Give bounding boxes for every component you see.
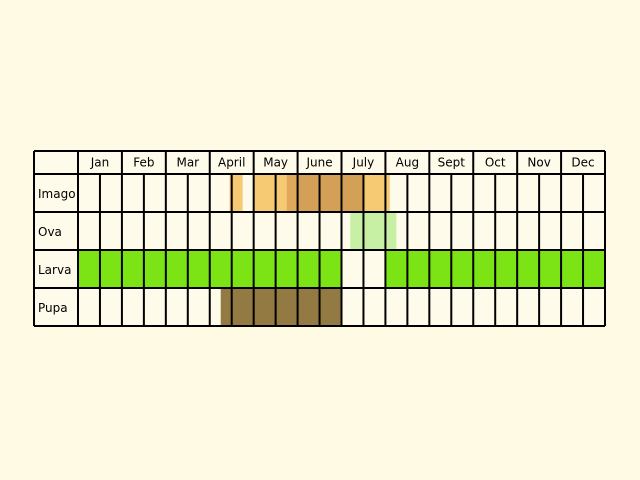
month-label-oct: Oct [485, 156, 506, 170]
month-label-feb: Feb [133, 156, 154, 170]
period-bar-imago-3 [286, 174, 298, 212]
month-label-jan: Jan [90, 156, 110, 170]
stage-label-imago: Imago [38, 187, 76, 201]
month-label-april: April [218, 156, 245, 170]
month-label-june: June [305, 156, 332, 170]
period-bar-pupa-1 [220, 288, 342, 326]
month-label-may: May [263, 156, 288, 170]
month-label-mar: Mar [176, 156, 199, 170]
period-bar-ova-1 [350, 212, 397, 250]
month-label-dec: Dec [571, 156, 594, 170]
period-bar-imago-1 [229, 174, 243, 212]
month-label-july: July [352, 156, 375, 170]
month-label-nov: Nov [527, 156, 550, 170]
month-label-sept: Sept [438, 156, 466, 170]
stage-label-larva: Larva [38, 263, 71, 277]
period-bar-imago-2 [253, 174, 287, 212]
stage-label-pupa: Pupa [38, 301, 68, 315]
stage-label-ova: Ova [38, 225, 62, 239]
month-label-aug: Aug [396, 156, 419, 170]
period-bar-imago-4 [297, 174, 364, 212]
